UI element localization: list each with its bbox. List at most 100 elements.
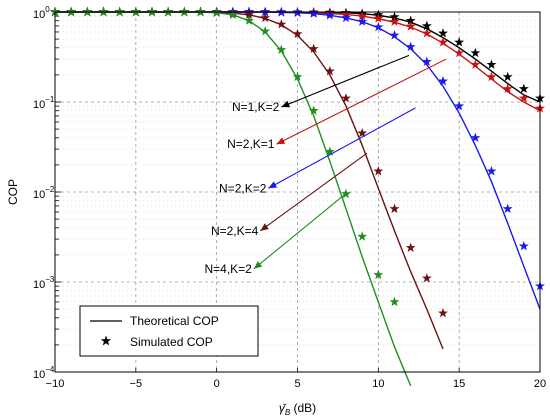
sim-marker — [438, 308, 448, 318]
sim-marker — [389, 296, 400, 307]
sim-marker — [486, 71, 497, 82]
sim-marker — [324, 10, 335, 20]
sim-marker — [308, 43, 319, 54]
x-tick-label: −10 — [46, 378, 65, 390]
annotation-label: N=4,K=2 — [204, 262, 252, 276]
sim-marker — [357, 16, 368, 26]
sim-marker — [373, 13, 384, 23]
annotation-arrow-head — [281, 100, 291, 108]
sim-marker — [389, 16, 400, 26]
annotation-arrow-head — [276, 137, 286, 145]
sim-marker — [405, 21, 416, 31]
sim-marker — [389, 11, 400, 22]
annotation-arrow-line — [268, 107, 416, 189]
sim-marker — [470, 132, 481, 143]
sim-marker — [454, 47, 465, 58]
sim-marker — [227, 9, 238, 20]
sim-marker — [405, 15, 416, 25]
grid — [54, 12, 541, 373]
sim-marker — [341, 188, 351, 199]
y-tick-label: 100 — [33, 5, 50, 21]
sim-marker — [405, 242, 416, 252]
x-tick-label: 15 — [453, 378, 465, 390]
y-tick-label: 10−4 — [33, 365, 55, 381]
sim-marker — [373, 166, 384, 176]
x-tick-label: 0 — [214, 378, 220, 390]
annotation-label: N=1,K=2 — [232, 100, 280, 114]
sim-marker — [389, 30, 400, 40]
sim-marker — [438, 28, 448, 38]
sim-marker — [438, 76, 448, 86]
sim-marker — [470, 47, 481, 58]
sim-marker — [292, 71, 303, 82]
sim-marker — [486, 59, 497, 69]
sim-marker — [357, 10, 368, 21]
sim-marker — [502, 83, 513, 94]
sim-marker — [438, 37, 448, 47]
y-tick-label: 10−3 — [33, 275, 55, 291]
sim-marker — [276, 44, 287, 55]
sim-marker — [357, 128, 368, 138]
legend-sim-label: Simulated COP — [130, 335, 213, 349]
y-tick-labels: 100 10−1 10−2 10−3 10−4 — [33, 5, 61, 381]
sim-marker — [518, 93, 529, 103]
sim-marker — [470, 59, 481, 69]
annotation-arrow-head — [260, 223, 269, 231]
sim-marker — [518, 83, 529, 94]
annotation-arrows: N=1,K=2 N=2,K=1 N=2,K=2 N=2,K=4 N=4,K=2 — [204, 54, 447, 276]
sim-marker — [260, 26, 271, 36]
annotation-arrow-line — [276, 58, 447, 145]
legend: Theoretical COP Simulated COP — [79, 305, 259, 357]
sim-marker — [421, 28, 432, 38]
sim-marker — [341, 12, 351, 23]
y-tick-label: 10−2 — [33, 185, 55, 201]
sim-marker — [421, 273, 432, 283]
sim-marker — [373, 21, 384, 32]
annotation-label: N=2,K=2 — [219, 181, 267, 195]
sim-marker — [324, 65, 335, 76]
x-tick-label: 10 — [372, 378, 384, 390]
sim-marker — [357, 231, 368, 241]
annotation-label: N=2,K=4 — [211, 224, 259, 238]
y-tick-label: 10−1 — [33, 95, 55, 111]
x-axis-label-unit: (dB) — [290, 401, 316, 415]
sim-marker — [486, 166, 497, 176]
x-tick-labels: −10 −5 0 5 10 15 20 — [46, 368, 546, 390]
sim-marker — [502, 71, 513, 82]
sim-marker — [276, 19, 287, 29]
sim-marker — [373, 269, 384, 280]
legend-box — [79, 305, 259, 357]
sim-marker — [308, 8, 319, 18]
x-axis-label-symbol: γ̄ — [279, 401, 287, 415]
sim-marker — [454, 37, 465, 47]
annotation-arrow-line — [281, 54, 410, 108]
sim-marker — [341, 93, 351, 103]
annotation-arrow-line — [253, 194, 345, 270]
sim-marker — [244, 15, 254, 25]
sim-marker — [421, 56, 432, 66]
sim-marker — [260, 12, 271, 23]
sim-marker — [292, 28, 303, 39]
annotation-label: N=2,K=1 — [227, 137, 275, 151]
x-tick-label: −5 — [130, 378, 143, 390]
annotation-arrow-head — [268, 181, 278, 189]
sim-marker — [308, 105, 319, 115]
sim-marker — [324, 146, 335, 156]
annotation-arrow-line — [259, 152, 368, 232]
sim-marker — [244, 9, 254, 20]
x-axis-label: γ̄B (dB) — [279, 401, 316, 417]
x-axis-label-subscript: B — [285, 408, 291, 417]
sim-marker — [389, 203, 400, 214]
x-tick-label: 5 — [294, 378, 300, 390]
sim-marker — [454, 100, 465, 111]
sim-marker — [421, 20, 432, 31]
sim-marker — [502, 203, 513, 214]
annotation-arrow-head — [253, 261, 263, 269]
legend-sim-star — [100, 335, 112, 346]
sim-marker — [405, 41, 416, 52]
y-axis-label: COP — [6, 179, 20, 205]
x-tick-label: 20 — [534, 378, 546, 390]
legend-theory-label: Theoretical COP — [130, 314, 219, 328]
